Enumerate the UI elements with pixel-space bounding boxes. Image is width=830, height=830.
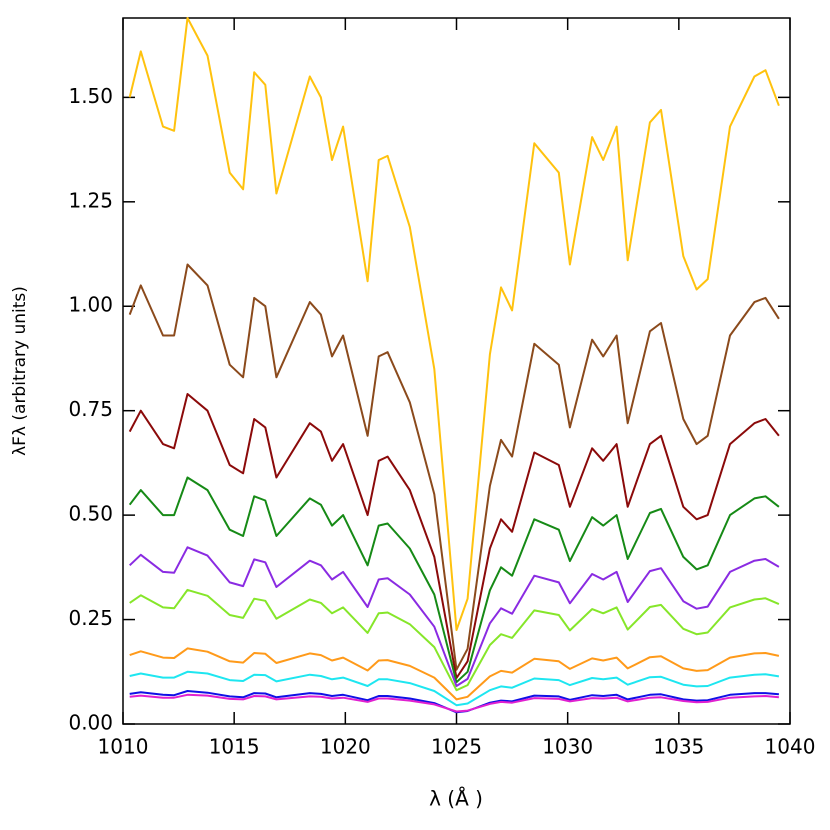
x-tick-label: 1010 bbox=[98, 735, 149, 759]
x-tick-label: 1040 bbox=[765, 735, 816, 759]
series-line bbox=[129, 670, 780, 707]
y-tick-label: 1.50 bbox=[68, 84, 113, 108]
plot-frame bbox=[122, 17, 791, 725]
y-tick-label: 0.00 bbox=[68, 711, 113, 735]
x-axis-label: λ (Å ) bbox=[429, 787, 483, 811]
x-tick-label: 1035 bbox=[653, 735, 704, 759]
series-line bbox=[129, 546, 780, 687]
series-line bbox=[128, 17, 780, 631]
y-tick-label: 1.00 bbox=[68, 293, 113, 317]
y-axis-label: λFλ (arbitrary units) bbox=[10, 286, 30, 456]
x-tick-label: 1015 bbox=[209, 735, 260, 759]
y-tick-label: 1.25 bbox=[68, 188, 113, 212]
series-line bbox=[129, 647, 780, 701]
y-tick-label: 0.50 bbox=[68, 502, 113, 526]
series-line bbox=[128, 263, 780, 671]
y-tick-label: 0.25 bbox=[68, 606, 113, 630]
series-line bbox=[128, 393, 780, 679]
x-tick-label: 1020 bbox=[320, 735, 371, 759]
x-tick-label: 1025 bbox=[431, 735, 482, 759]
y-tick-label: 0.75 bbox=[68, 397, 113, 421]
series-line bbox=[129, 588, 780, 692]
series-line bbox=[129, 693, 779, 713]
x-tick-label: 1030 bbox=[542, 735, 593, 759]
series-line bbox=[128, 476, 780, 684]
